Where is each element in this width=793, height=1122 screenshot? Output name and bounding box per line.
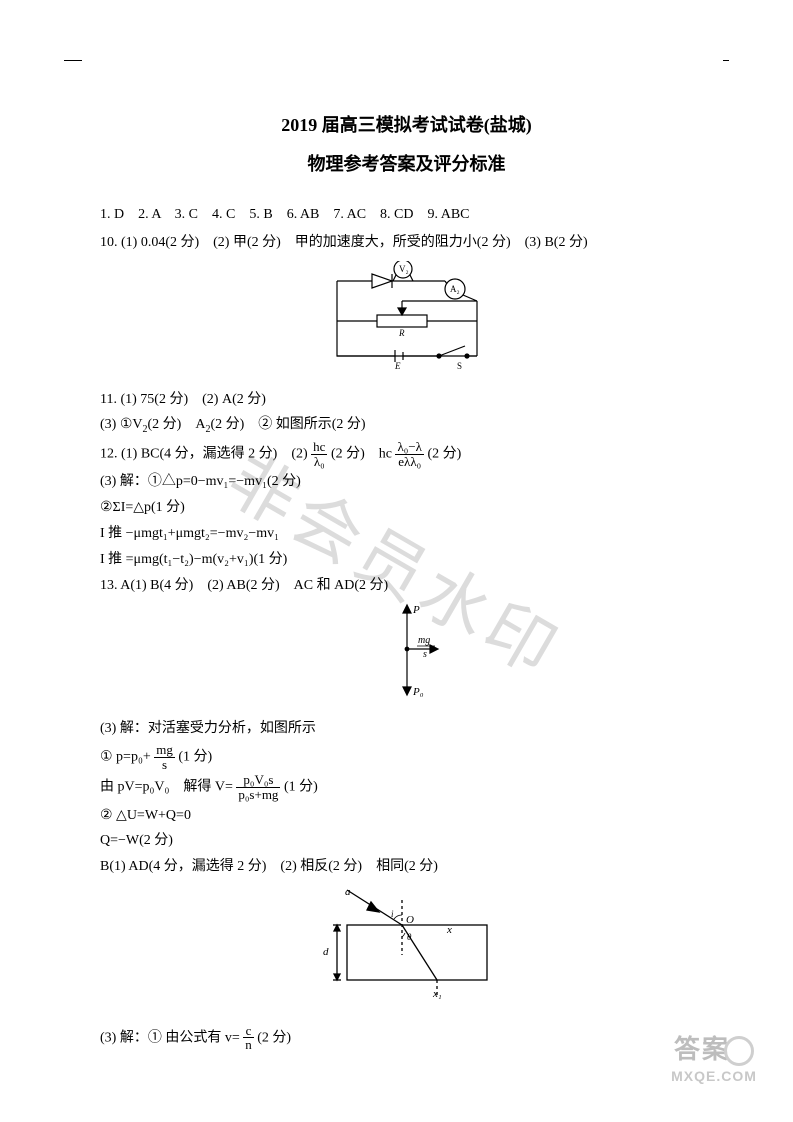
optics-label-o: O: [406, 914, 414, 926]
q13-3-l3: 由 pV=p₀V₀ 解得 V= p₀V₀s p₀s+mg (1 分): [100, 773, 713, 801]
last-prefix: (3) 解：① 由公式有 v=: [100, 1030, 240, 1045]
q13-3-l1: (3) 解：对活塞受力分析，如图所示: [100, 717, 713, 741]
circuit-diagram: V₂ A₂ R E S: [100, 261, 713, 380]
optics-diagram: a i O θ x d x₁: [100, 885, 713, 1014]
frac-den: s: [154, 758, 175, 772]
optics-label-x: x: [446, 924, 452, 936]
circuit-label-r: R: [398, 328, 405, 338]
q10-line: 10. (1) 0.04(2 分) (2) 甲(2 分) 甲的加速度大，所受的阻…: [100, 231, 713, 255]
optics-label-i: i: [391, 909, 394, 919]
optics-label-d: d: [323, 946, 329, 958]
frac-den: eλλ₀: [395, 455, 423, 469]
q12-3-l4: I 推 =μmg(t₁−t₂)−m(v₂+v₁)(1 分): [100, 548, 713, 572]
multiple-choice-answers: 1. D 2. A 3. C 4. C 5. B 6. AB 7. AC 8. …: [100, 203, 713, 227]
q13b-l1: B(1) AD(4 分，漏选得 2 分) (2) 相反(2 分) 相同(2 分): [100, 855, 713, 879]
arrow-label-s: s: [423, 649, 427, 660]
q12-mid: (2 分) hc: [331, 447, 392, 462]
frac-num: mg: [154, 743, 175, 758]
q11-line1: 11. (1) 75(2 分) (2) A(2 分): [100, 388, 713, 412]
q11-l2-suffix: (2 分) ② 如图所示(2 分): [210, 417, 365, 432]
q13-3-l5: Q=−W(2 分): [100, 829, 713, 853]
q13-3-frac: mg s: [154, 743, 175, 771]
frac-den: λ₀: [311, 455, 327, 469]
q13-3-l4: ② △U=W+Q=0: [100, 804, 713, 828]
q13-l1: 13. A(1) B(4 分) (2) AB(2 分) AC 和 AD(2 分): [100, 574, 713, 598]
optics-label-a: a: [345, 886, 351, 898]
q11-l2-mid: (2 分) A: [148, 417, 206, 432]
optics-label-theta: θ: [407, 932, 412, 942]
q12-frac1: hc λ₀: [311, 440, 327, 468]
circuit-label-a: A₂: [450, 284, 460, 294]
q12-line: 12. (1) BC(4 分，漏选得 2 分) (2) hc λ₀ (2 分) …: [100, 440, 713, 468]
q13-3-l3-prefix: 由 pV=p₀V₀ 解得 V=: [100, 780, 233, 795]
title-line-1: 2019 届高三模拟考试试卷(盐城): [100, 110, 713, 141]
q12-3-l2: ②ΣI=△p(1 分): [100, 496, 713, 520]
q13-3-l2: ① p=p₀+ mg s (1 分): [100, 743, 713, 771]
frac-num: c: [243, 1024, 254, 1039]
frac-num: λ₀−λ: [395, 440, 423, 455]
circuit-label-s: S: [457, 361, 462, 371]
arrow-label-p0: P₀: [412, 686, 424, 698]
q12-3-l1: (3) 解：①△p=0−mv₁=−mv₁(2 分): [100, 470, 713, 494]
q11-line2: (3) ①V2(2 分) A2(2 分) ② 如图所示(2 分): [100, 413, 713, 438]
last-line: (3) 解：① 由公式有 v= c n (2 分): [100, 1024, 713, 1052]
last-frac: c n: [243, 1024, 254, 1052]
page-body: 2019 届高三模拟考试试卷(盐城) 物理参考答案及评分标准 1. D 2. A…: [0, 0, 793, 1094]
q13-3-l2-suffix: (1 分): [178, 749, 212, 764]
q12-3-l3: I 推 −μmgt₁+μmgt₂=−mv₂−mv₁: [100, 522, 713, 546]
q13-3-l3-frac: p₀V₀s p₀s+mg: [236, 773, 280, 801]
frac-den: p₀s+mg: [236, 788, 280, 802]
optics-label-x1: x₁: [432, 988, 442, 1000]
q13-3-l2-prefix: ① p=p₀+: [100, 749, 151, 764]
frac-num: hc: [311, 440, 327, 455]
q12-frac2: λ₀−λ eλλ₀: [395, 440, 423, 468]
arrow-label-mg: mg: [418, 635, 430, 646]
frac-num: p₀V₀s: [236, 773, 280, 788]
frac-den: n: [243, 1038, 254, 1052]
circuit-label-v: V₂: [399, 264, 409, 274]
q12-suffix: (2 分): [427, 447, 461, 462]
arrow-label-p: P: [412, 604, 420, 616]
q12-prefix: 12. (1) BC(4 分，漏选得 2 分) (2): [100, 447, 311, 462]
title-line-2: 物理参考答案及评分标准: [100, 149, 713, 180]
force-arrow-diagram: P mg s P₀: [100, 603, 713, 707]
last-suffix: (2 分): [257, 1030, 291, 1045]
circuit-label-e: E: [394, 361, 401, 371]
q13-3-l3-suffix: (1 分): [284, 780, 318, 795]
q11-l2-prefix: (3) ①V: [100, 417, 143, 432]
